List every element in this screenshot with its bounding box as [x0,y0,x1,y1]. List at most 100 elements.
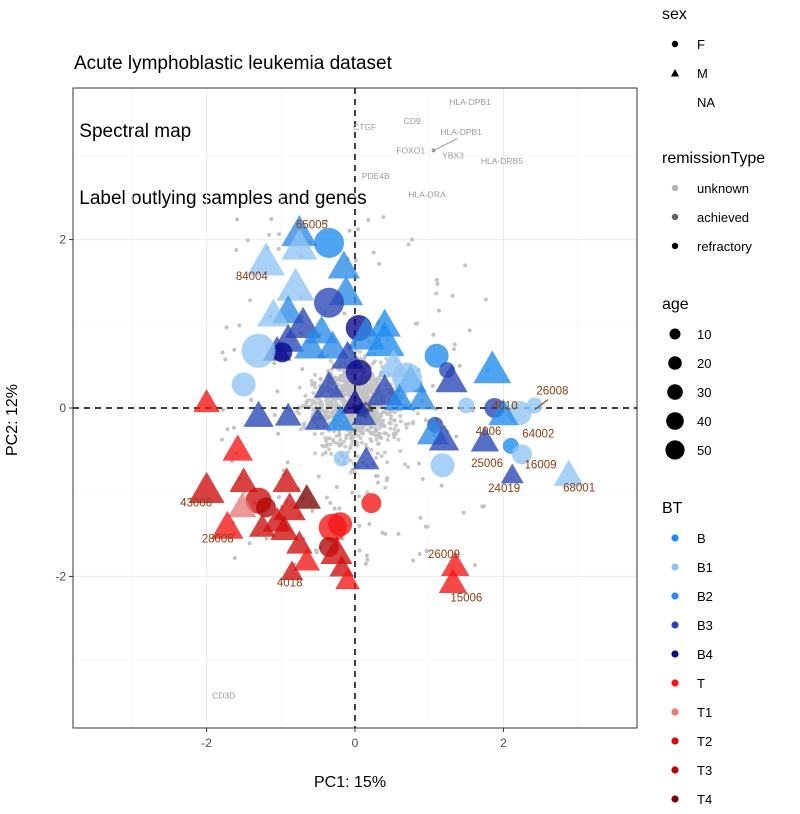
sample-point [304,406,332,430]
gene-point [285,460,290,465]
gene-point [343,444,348,449]
sample-label: 25006 [471,458,503,470]
gene-point [316,397,321,402]
gene-point [406,242,411,247]
gene-point [325,442,330,447]
sample-point [345,359,372,386]
gene-point [431,148,436,153]
gene-point [312,432,317,437]
legend-remission: remissionType unknown achieved refractor… [662,150,765,261]
gene-point [264,536,269,541]
gene-point [309,378,314,383]
gene-point [301,425,306,430]
sample-label: 84004 [236,271,269,283]
gene-point [346,381,351,386]
gene-point [275,431,280,436]
gene-point [360,425,365,430]
gene-point [333,377,338,382]
legend-item-b4: B4 [662,640,713,669]
sample-point [255,497,276,518]
gene-point [348,458,353,463]
sample-point [211,510,244,539]
sample-point [314,227,345,258]
gene-point [356,424,361,429]
sample-point [248,513,276,537]
legend-item-unknown: unknown [662,174,765,203]
gene-point [337,506,342,511]
sample-point [430,453,455,478]
sample-point [276,267,315,301]
gene-point [376,417,381,422]
legend-label: 40 [697,414,712,429]
gene-point [344,436,349,441]
gene-point [301,403,306,408]
sample-point [440,551,470,577]
title-line-1: Acute lymphoblastic leukemia dataset [74,53,392,74]
gene-point [316,474,321,479]
sample-point [473,350,512,384]
gene-point [219,437,224,442]
legend-label: B2 [697,589,713,604]
gene-point [369,381,374,386]
legend-bt: BT B B1 B2 B3 B4 T T1 T2 T3 T4 [662,500,713,814]
gene-point [367,387,372,392]
gene-point [383,485,388,490]
sample-label: 24019 [488,483,520,495]
gene-label: HLA-DRA [408,189,446,199]
sample-label: 28008 [202,534,234,546]
gene-point [323,414,328,419]
sample-point [333,450,350,467]
legend-item-age-20: 20 [662,349,711,378]
gene-point [463,263,468,268]
gene-point [387,420,392,425]
x-tick-label: -2 [201,736,212,750]
gene-point [452,342,457,347]
gene-point [403,422,408,427]
sample-point [500,463,524,484]
gene-point [394,423,399,428]
gene-point [431,332,436,337]
legend-label: T1 [697,705,713,720]
gene-label: CTGF [353,122,376,132]
circle-icon [668,239,682,253]
legend-label: B [697,531,706,546]
gene-point [379,421,384,426]
gene-point [450,293,455,298]
gene-point [383,531,388,536]
gene-label: HLA-DRB5 [481,156,523,166]
gene-point [396,437,401,442]
gene-point [223,357,228,362]
gene-point [391,431,396,436]
gene-point [378,360,383,365]
gene-point [363,401,368,406]
sample-point [351,403,377,425]
circle-icon [666,412,684,430]
gene-point [277,232,282,237]
gene-point [382,431,387,436]
sample-label: 26009 [428,549,460,561]
gene-point [424,549,429,554]
sample-point [243,400,274,427]
gene-point [417,552,422,557]
sample-point [318,513,347,542]
gene-point [347,228,352,233]
legend-item-achieved: achieved [662,203,765,232]
circle-icon [668,647,682,661]
gene-point [358,435,363,440]
gene-point [435,281,440,286]
gene-point [373,473,378,478]
sample-label: 4018 [277,578,303,590]
gene-point [324,495,329,500]
circle-icon [667,384,683,400]
gene-point [381,409,386,414]
gene-point [337,429,342,434]
gene-point [367,522,372,527]
gene-point [369,408,374,413]
gene-point [379,436,384,441]
gene-point [232,425,237,430]
gene-point [436,308,441,313]
sample-point [384,383,415,411]
legend-label: T [697,676,705,691]
gene-point [324,400,329,405]
sample-point [316,330,349,359]
